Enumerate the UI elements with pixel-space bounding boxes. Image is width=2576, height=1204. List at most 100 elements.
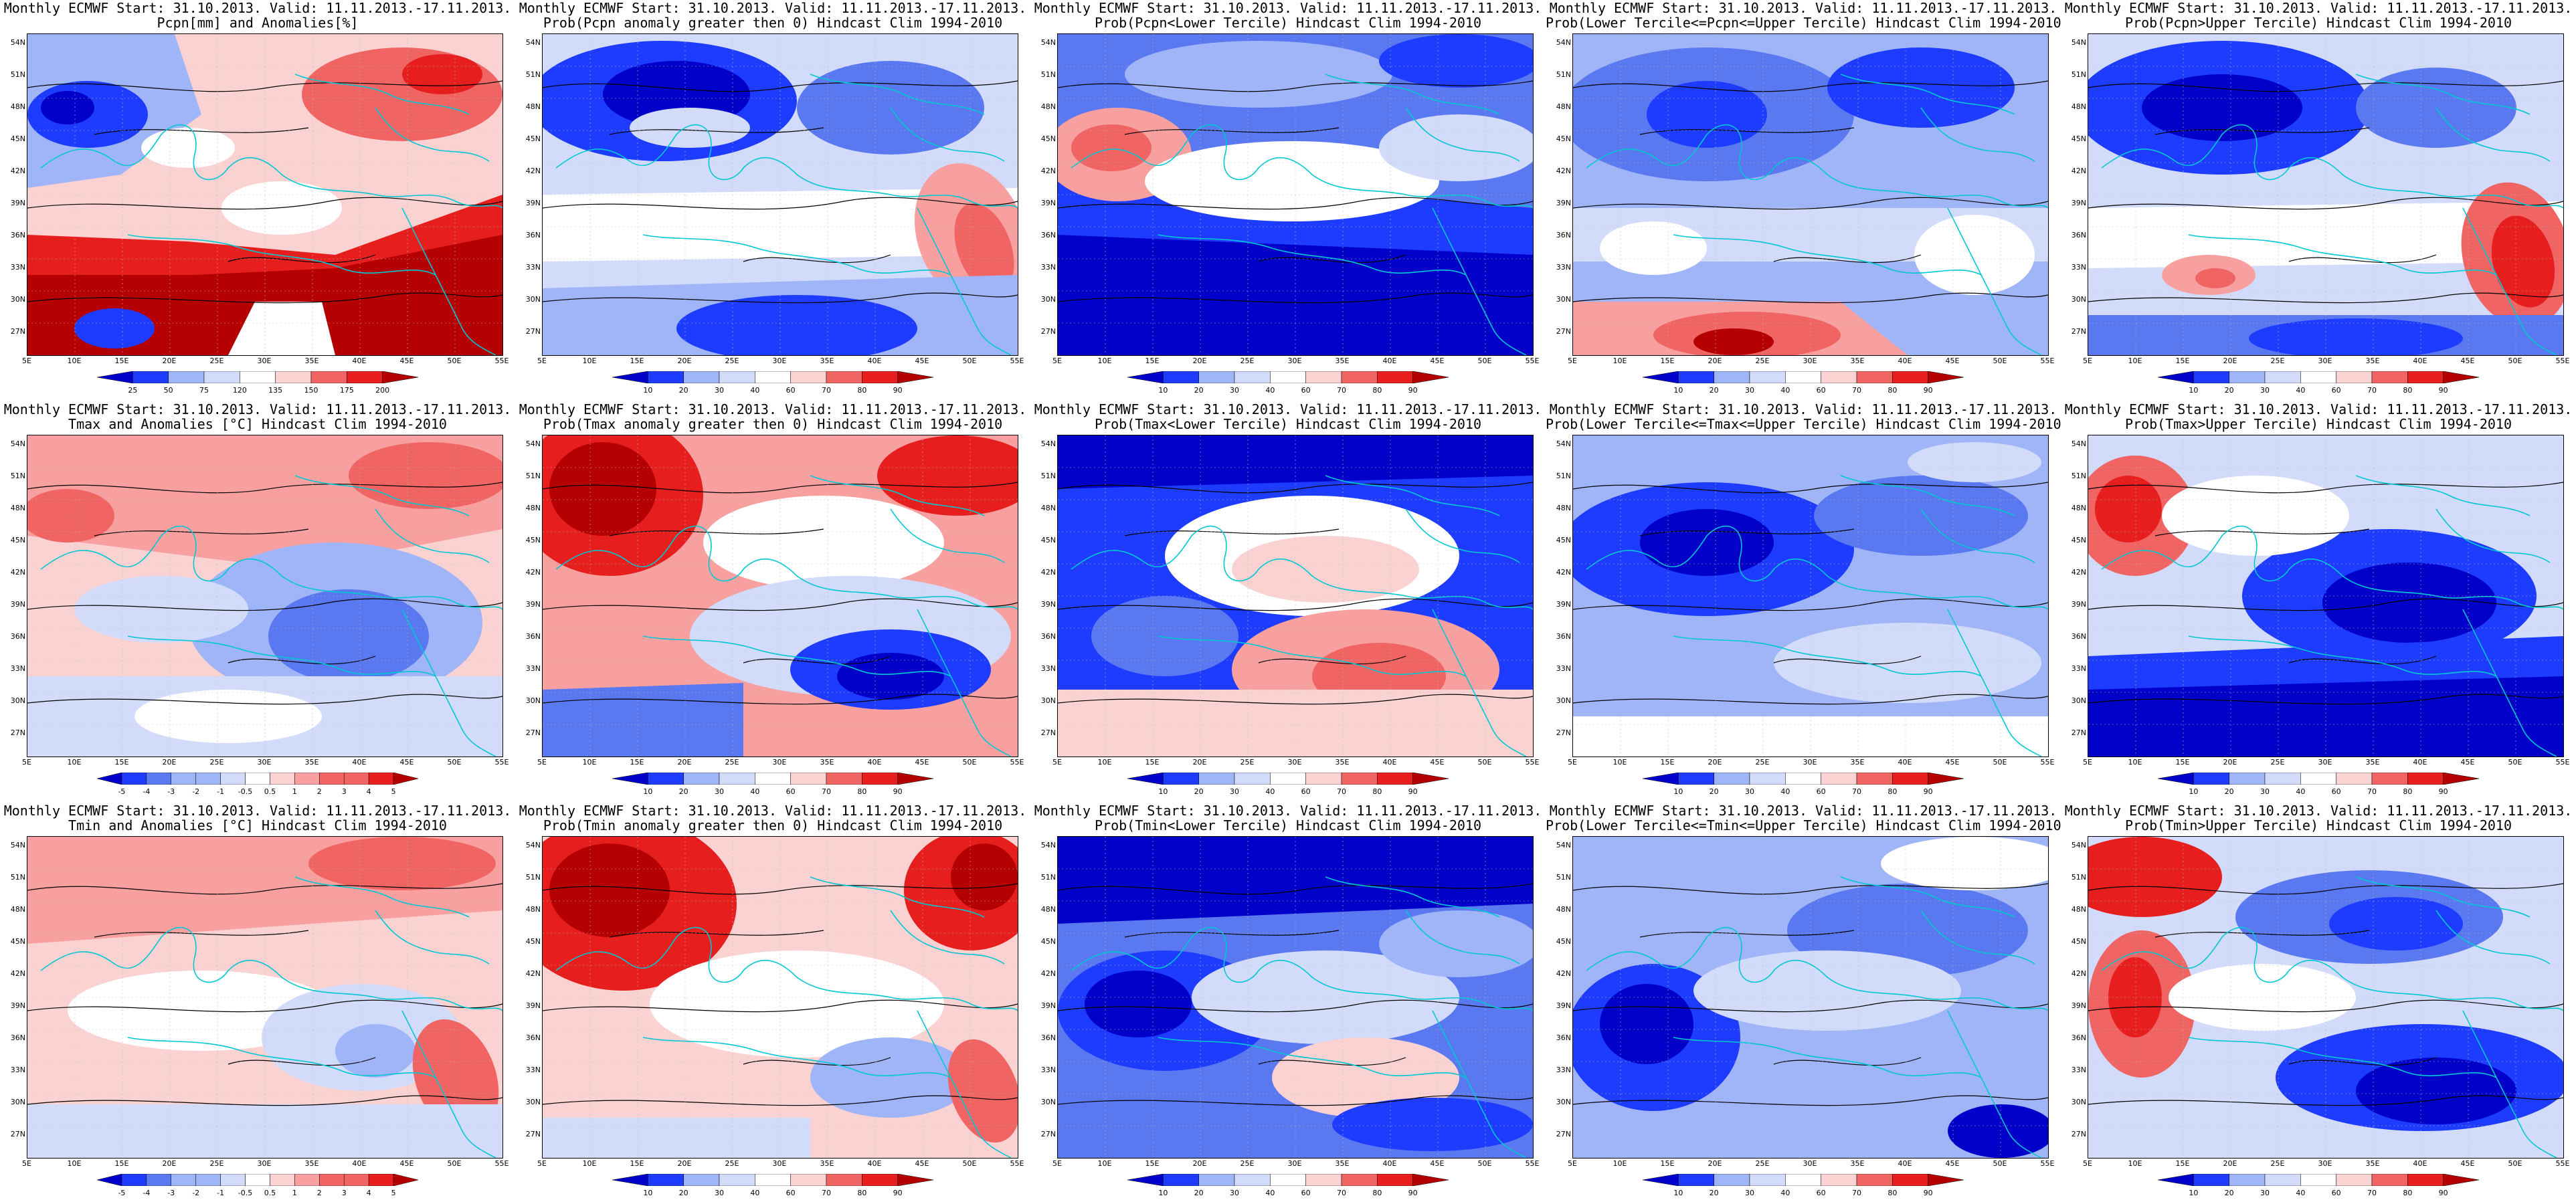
latitude-label: 45N — [525, 134, 541, 143]
longitude-label: 25E — [725, 758, 739, 767]
colorbar-segment — [146, 1174, 172, 1186]
colorbar-segment — [121, 1174, 147, 1186]
longitude-label: 55E — [2040, 357, 2055, 365]
longitude-label: 25E — [1755, 1159, 1770, 1168]
latitude-label: 54N — [2071, 38, 2086, 47]
longitude-label: 25E — [1240, 758, 1255, 767]
colorbar-segment — [648, 371, 684, 383]
coastline — [1920, 508, 2035, 563]
longitude-label: 55E — [2040, 758, 2055, 767]
contour-line — [2288, 1057, 2437, 1066]
latitude-label: 51N — [1556, 70, 1571, 79]
panel-title-line1: Monthly ECMWF Start: 31.10.2013. Valid: … — [2064, 401, 2573, 417]
latitude-label: 42N — [10, 167, 25, 175]
colorbar-segment — [1198, 1174, 1235, 1186]
colorbar-label: 60 — [786, 787, 796, 796]
field-blob — [1600, 984, 1693, 1064]
contour-line — [27, 598, 502, 611]
latitude-label: 39N — [1040, 600, 1056, 609]
field-blob — [630, 108, 750, 148]
field-blob — [1693, 328, 1774, 355]
longitude-label: 5E — [537, 357, 547, 365]
colorbar-label: 20 — [1194, 787, 1204, 796]
field-blob — [2491, 215, 2555, 308]
contour-line — [27, 883, 502, 895]
longitude-label: 20E — [2223, 357, 2237, 365]
longitude-label: 40E — [867, 758, 882, 767]
latitude-label: 30N — [1556, 295, 1571, 304]
longitude-label: 20E — [2223, 1159, 2237, 1168]
map-field — [27, 837, 502, 1158]
field-blob — [2162, 476, 2349, 556]
panel-title-line2: Prob(Pcpn anomaly greater then 0) Hindca… — [543, 15, 1003, 31]
colorbar-segment — [719, 1174, 755, 1186]
latitude-label: 42N — [1556, 969, 1571, 978]
longitude-label: 50E — [962, 1159, 977, 1168]
colorbar-label: 10 — [1158, 787, 1168, 796]
field-band — [543, 1118, 810, 1158]
colorbar-segment — [1821, 1174, 1857, 1186]
latitude-label: 39N — [10, 600, 25, 609]
contour-line — [543, 482, 1018, 494]
longitude-label: 40E — [867, 357, 882, 365]
longitude-label: 10E — [1097, 357, 1112, 365]
colorbar-label: 40 — [1780, 1189, 1790, 1197]
latitude-label: 48N — [1040, 905, 1056, 914]
coastline — [1947, 207, 2042, 355]
colorbar-label: 60 — [1301, 1189, 1311, 1197]
contour-line — [2154, 528, 2370, 536]
latitude-label: 42N — [2071, 568, 2086, 577]
longitude-label: 25E — [1755, 357, 1770, 365]
panel-title-line2: Tmax and Anomalies [°C] Hindcast Clim 19… — [68, 416, 447, 432]
longitude-label: 5E — [1568, 357, 1577, 365]
colorbar-label: 3 — [341, 787, 347, 796]
colorbar-segment — [1341, 371, 1378, 383]
longitude-label: 25E — [1755, 758, 1770, 767]
colorbar-segment — [1341, 1174, 1378, 1186]
colorbar-label: -0.5 — [238, 787, 253, 796]
latitude-label: 27N — [525, 1130, 541, 1138]
longitude-label: 55E — [1525, 1159, 1540, 1168]
colorbar-label: 70 — [1337, 787, 1346, 796]
longitude-label: 35E — [2365, 1159, 2380, 1168]
coastline — [1920, 910, 2035, 965]
latitude-label: 39N — [1556, 1001, 1571, 1010]
longitude-label: 55E — [2040, 1159, 2055, 1168]
latitude-label: 39N — [2071, 1001, 2086, 1010]
field-blob — [1908, 442, 2041, 482]
longitude-label: 40E — [352, 758, 367, 767]
colorbar-label: 80 — [2403, 386, 2413, 395]
latitude-label: 33N — [10, 263, 25, 272]
forecast-panel: Monthly ECMWF Start: 31.10.2013. Valid: … — [1030, 401, 1546, 803]
longitude-label: 50E — [1477, 357, 1492, 365]
contour-line — [1124, 930, 1340, 938]
colorbar-segment — [2229, 371, 2266, 383]
coastline — [1071, 926, 1533, 1011]
colorbar-label: 60 — [2331, 386, 2341, 395]
contour-line — [2288, 656, 2437, 665]
field-blob — [2195, 268, 2235, 288]
latitude-label: 48N — [10, 102, 25, 111]
coastline — [1432, 1010, 1527, 1158]
latitude-label: 54N — [10, 841, 25, 849]
latitude-label: 36N — [1040, 1033, 1056, 1042]
colorbar-label: 4 — [366, 787, 371, 796]
latitude-label: 51N — [525, 472, 541, 480]
colorbar-label: 90 — [2438, 386, 2448, 395]
contour-line — [94, 127, 309, 135]
latitude-label: 30N — [2071, 1098, 2086, 1106]
colorbar-label: 60 — [786, 386, 796, 395]
field-blob — [549, 442, 656, 536]
field-blob — [1192, 950, 1459, 1044]
colorbar-label: 20 — [1709, 386, 1719, 395]
longitude-label: 25E — [209, 1159, 224, 1168]
colorbar-label: 5 — [391, 787, 396, 796]
latitude-label: 54N — [525, 38, 541, 47]
longitude-label: 10E — [67, 1159, 82, 1168]
colorbar-label: -0.5 — [238, 1189, 253, 1197]
map-area — [542, 435, 1018, 757]
coastline — [401, 207, 496, 355]
latitude-label: 36N — [1040, 231, 1056, 239]
contour-line — [27, 292, 502, 304]
colorbar-segment — [1412, 773, 1449, 785]
